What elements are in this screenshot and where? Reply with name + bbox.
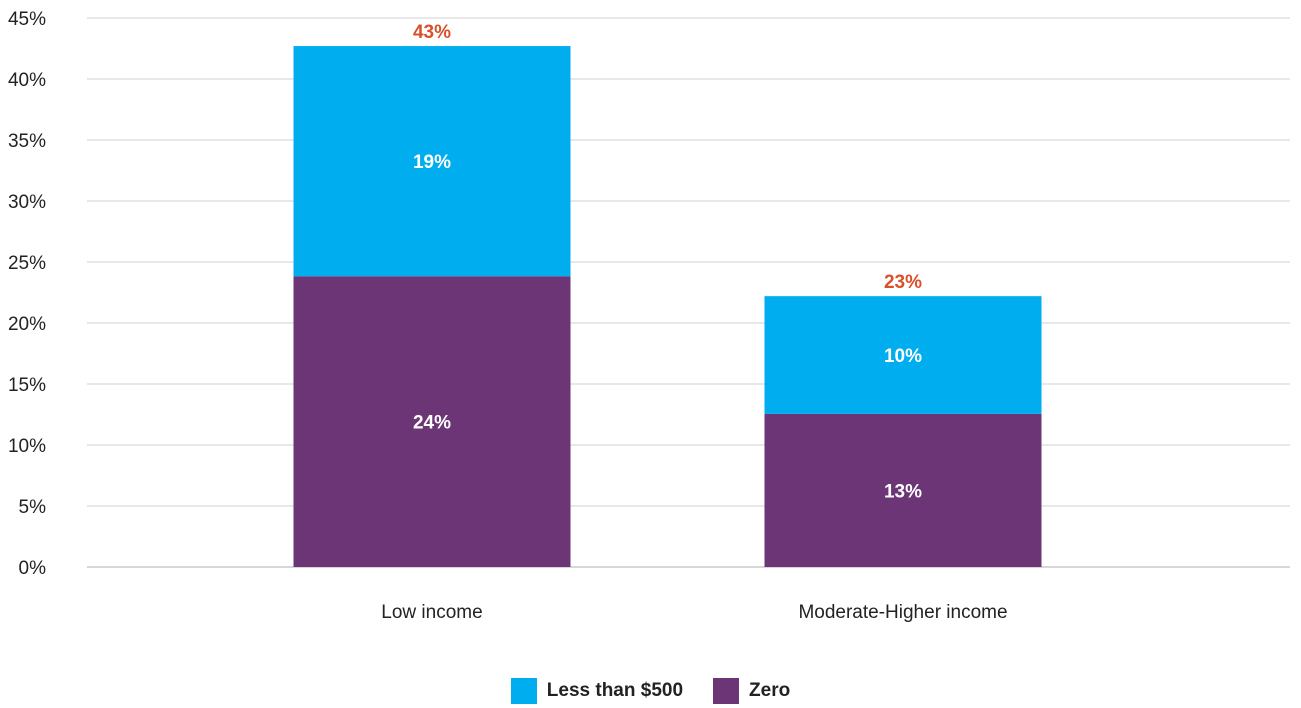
segment-data-label: 24% — [413, 413, 451, 434]
bar-segment — [293, 46, 571, 277]
y-tick-label: 5% — [19, 497, 47, 518]
stacked-bar-chart: 0% 5% 10% 15% 20% 25% 30% 35% 40% 45% 24% 19% 43% 13… — [8, 9, 1290, 623]
total-data-label: 43% — [413, 22, 451, 43]
legend-swatch-zero — [713, 678, 740, 704]
y-tick-label: 30% — [8, 192, 46, 213]
legend-label-zero: Zero — [749, 680, 791, 701]
y-tick-label: 15% — [8, 375, 46, 396]
total-data-label: 23% — [884, 272, 922, 293]
x-category-label: Low income — [381, 602, 482, 623]
legend-label-less-than-500: Less than $500 — [546, 680, 684, 701]
y-tick-label: 35% — [8, 131, 46, 152]
y-tick-label: 40% — [8, 70, 46, 91]
segment-data-label: 13% — [884, 481, 922, 502]
y-tick-label: 10% — [8, 436, 46, 457]
y-axis: 0% 5% 10% 15% 20% 25% 30% 35% 40% 45% — [8, 9, 46, 579]
y-tick-label: 0% — [19, 558, 47, 579]
bar-segment — [293, 276, 571, 567]
segment-data-label: 10% — [884, 346, 922, 367]
legend-item-zero: Zero — [713, 678, 790, 704]
bar-segment — [764, 413, 1042, 567]
bars: 24% 19% 43% 13% 10% 23% — [293, 22, 1042, 567]
x-axis: Low income Moderate-Higher income — [381, 602, 1007, 623]
segment-data-label: 19% — [413, 152, 451, 173]
bar-segment — [764, 296, 1042, 414]
x-category-label: Moderate-Higher income — [798, 602, 1007, 623]
legend: Less than $500 Zero — [0, 678, 1301, 704]
legend-swatch-less-than-500 — [510, 678, 537, 704]
y-tick-label: 20% — [8, 314, 46, 335]
legend-item-less-than-500: Less than $500 — [510, 678, 684, 704]
y-tick-label: 45% — [8, 9, 46, 30]
y-tick-label: 25% — [8, 253, 46, 274]
gridlines — [87, 17, 1290, 568]
